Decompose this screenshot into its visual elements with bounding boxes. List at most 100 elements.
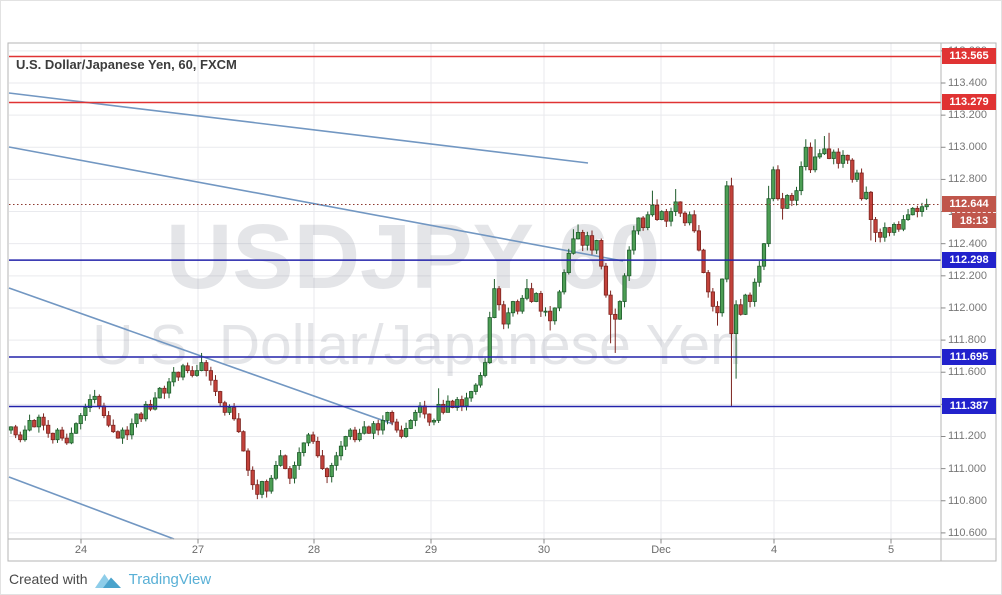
candle-body (850, 159, 855, 180)
candle-body (724, 185, 729, 280)
support-price-badge: 111.695 (942, 348, 996, 365)
price-axis-label: 110.800 (948, 494, 987, 507)
support-price-badge: 112.298 (942, 252, 996, 269)
candle-body (297, 452, 302, 466)
candle-body (64, 437, 69, 444)
candle-body (631, 230, 636, 251)
candle-body (878, 232, 883, 238)
candle-body (873, 219, 878, 233)
candle-body (650, 204, 655, 216)
candle-body (41, 416, 46, 426)
candle-body (171, 371, 176, 383)
candle-body (882, 227, 887, 238)
candle-body (799, 166, 804, 192)
candle-body (22, 429, 28, 441)
watermark-symbol: USDJPY 60 (166, 206, 660, 308)
candle-body (896, 224, 901, 230)
candle-body (120, 429, 125, 439)
candle-body (757, 265, 762, 283)
candle-body (129, 423, 134, 436)
candle-body (473, 384, 478, 392)
candle-body (36, 416, 41, 428)
candle-body (46, 424, 51, 434)
candle-body (813, 156, 818, 171)
candle-body (534, 293, 539, 302)
candle-body (264, 481, 269, 492)
time-axis-label: 30 (537, 544, 551, 556)
price-axis-label: 111.600 (948, 366, 987, 379)
candle-body (487, 317, 492, 363)
candle-body (775, 169, 781, 200)
price-axis-label: 113.000 (948, 141, 987, 154)
candle-body (720, 278, 725, 314)
candle-body (338, 445, 344, 457)
candle-body (868, 191, 873, 220)
tradingview-brand-link[interactable]: TradingView (128, 570, 212, 588)
price-axis-label: 110.600 (948, 526, 987, 539)
trend-line[interactable] (8, 146, 624, 262)
candle-body (733, 304, 739, 335)
time-axis-label: 29 (424, 544, 438, 556)
candle-body (441, 403, 446, 413)
candle-body (506, 312, 511, 325)
candle-body (524, 288, 530, 299)
candle-body (111, 424, 116, 433)
candle-body (427, 413, 432, 423)
candle-body (845, 154, 850, 161)
candle-body (654, 204, 660, 220)
candle-body (380, 420, 385, 431)
candle-body (329, 465, 334, 478)
price-axis-label: 113.400 (948, 77, 987, 89)
time-axis-label: 4 (770, 544, 778, 556)
time-axis[interactable] (8, 539, 996, 561)
candle-body (162, 387, 167, 394)
candle-body (817, 153, 822, 158)
candle-body (603, 265, 609, 296)
candle-body (552, 307, 557, 322)
candle-body (348, 429, 353, 437)
candle-body (227, 407, 232, 413)
attribution-footer: Created with TradingView (9, 567, 211, 591)
candle-body (180, 365, 186, 378)
candle-body (580, 232, 585, 246)
candle-body (892, 224, 897, 233)
candle-body (287, 468, 292, 479)
candle-body (343, 436, 348, 447)
time-axis-label: Dec (651, 544, 671, 556)
candle-body (450, 400, 455, 408)
candle-body (482, 362, 488, 376)
candle-body (218, 391, 223, 404)
candle-body (459, 399, 464, 407)
candle-body (901, 219, 906, 230)
time-axis-label: 5 (887, 544, 895, 556)
trend-line[interactable] (8, 92, 589, 164)
candle-body (431, 420, 437, 423)
candle-body (273, 465, 279, 479)
trend-line[interactable] (8, 476, 175, 540)
candle-body (826, 148, 832, 159)
candle-body (255, 484, 260, 495)
candle-body (678, 201, 683, 214)
trend-line[interactable] (8, 287, 394, 425)
candle-body (571, 238, 576, 254)
candle-body (92, 395, 97, 400)
candle-body (436, 403, 441, 421)
candle-body (157, 387, 162, 399)
candle-body (743, 294, 748, 315)
candle-body (320, 455, 325, 470)
candle-body (376, 423, 381, 431)
candle-body (250, 469, 255, 486)
candle-body (617, 301, 622, 320)
candle-body (204, 362, 209, 372)
candle-body (190, 370, 195, 376)
candle-body (803, 146, 808, 167)
candle-body (910, 207, 915, 216)
candle-body (785, 195, 790, 209)
current-price-badge: 112.644 (942, 196, 996, 213)
candle-body (715, 305, 720, 314)
candle-body (232, 407, 237, 420)
candle-body (840, 154, 846, 164)
candle-body (836, 151, 841, 164)
candle-body (701, 249, 706, 274)
